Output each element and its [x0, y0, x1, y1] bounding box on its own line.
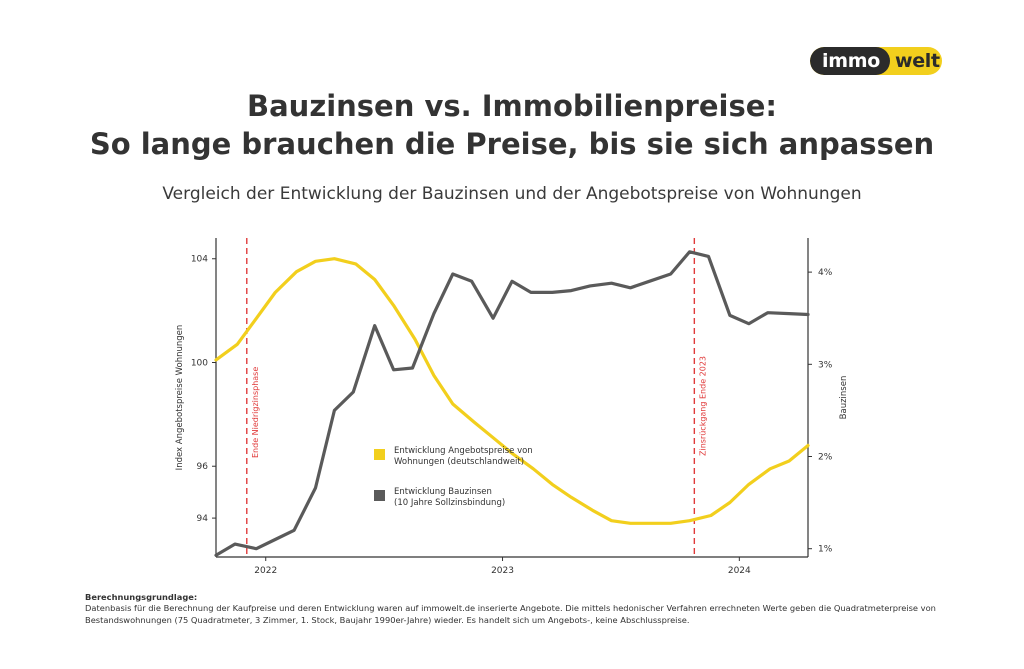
legend-label: Entwicklung Bauzinsen (10 Jahre Sollzinsb…	[394, 487, 505, 508]
y2-tick-label: 2%	[818, 453, 833, 463]
y-tick-label: 96	[197, 462, 209, 472]
line-chart: 94 96 100 104 1% 2% 3% 4% 2022 2023 2024 Index Ange…	[175, 238, 849, 576]
chart-title-line1: Bauzinsen vs. Immobilienpreise:	[247, 89, 777, 123]
logo-left-text: immo	[810, 47, 890, 75]
annotation-label: Zinsrückgang Ende 2023	[698, 356, 707, 456]
y-tick-label: 100	[191, 358, 208, 368]
footnote: Berechnungsgrundlage: Datenbasis für die…	[85, 592, 985, 626]
annotation-label: Ende Niedrigzinsphase	[251, 367, 260, 458]
x-tick-label: 2022	[254, 566, 277, 576]
logo-right-text: welt	[894, 50, 940, 72]
x-tick-label: 2024	[728, 566, 751, 576]
y2-tick-label: 4%	[818, 268, 833, 278]
chart-subtitle: Vergleich der Entwicklung der Bauzinsen …	[162, 184, 862, 204]
chart-title-line2: So lange brauchen die Preise, bis sie si…	[89, 127, 935, 161]
series-line-1	[214, 257, 810, 525]
series-line-2	[214, 250, 810, 557]
legend-swatch	[374, 490, 385, 501]
footnote-heading: Berechnungsgrundlage:	[85, 592, 198, 602]
y2-tick-label: 3%	[818, 360, 833, 370]
immowelt-logo: immo welt	[810, 47, 942, 75]
legend-swatch	[374, 449, 385, 460]
y-tick-label: 94	[197, 514, 209, 524]
y-tick-label: 104	[191, 255, 208, 265]
y-axis-label: Index Angebotspreise Wohnungen	[175, 325, 185, 471]
footnote-text: Datenbasis für die Berechnung der Kaufpr…	[85, 603, 936, 625]
y2-axis-label: Bauzinsen	[839, 376, 849, 420]
y2-tick-label: 1%	[818, 545, 833, 555]
legend-label: Entwicklung Angebotspreise von Wohnungen …	[394, 446, 533, 467]
x-tick-label: 2023	[491, 566, 514, 576]
